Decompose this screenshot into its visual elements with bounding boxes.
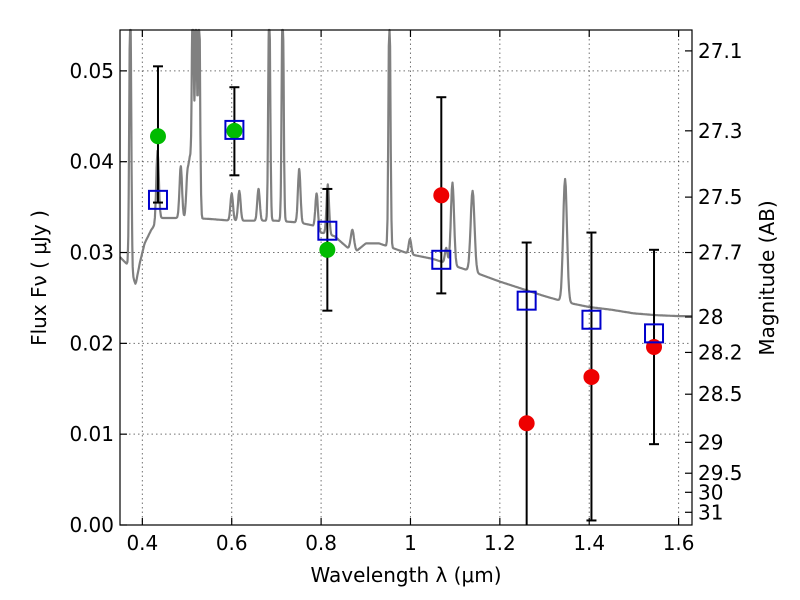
y-tick-label: 0.01 — [69, 422, 114, 446]
spectrum-layer — [119, 28, 693, 318]
model-point — [147, 189, 168, 210]
y-tick-label: 0.02 — [69, 331, 114, 355]
y-tick-label: 0.05 — [69, 59, 114, 83]
mag-tick-label: 27.3 — [698, 119, 743, 143]
data-point — [433, 187, 450, 204]
plot-frame — [119, 29, 693, 526]
mag-tick-label: 29 — [698, 430, 723, 454]
data-point — [149, 128, 166, 145]
y-axis-right-title: Magnitude (AB) — [755, 200, 779, 355]
y-axis-title: Flux Fν ( μJy ) — [27, 210, 51, 346]
y-tick-label: 0.03 — [69, 241, 114, 265]
model-point — [431, 249, 452, 270]
grid-layer — [120, 30, 692, 526]
y-tick-label: 0.04 — [69, 150, 114, 174]
x-tick-label: 0.6 — [216, 531, 248, 555]
mag-tick-label: 28.5 — [698, 382, 743, 406]
model-point — [581, 309, 602, 330]
marker-layer — [147, 119, 665, 432]
x-axis-title: Wavelength λ (μm) — [310, 563, 501, 587]
mag-tick-label: 30 — [698, 480, 723, 504]
model-point — [516, 290, 537, 311]
mag-tick-label: 29.5 — [698, 461, 743, 485]
mag-tick-label: 31 — [698, 500, 723, 524]
x-tick-label: 1.2 — [484, 531, 516, 555]
x-tick-label: 0.8 — [305, 531, 337, 555]
model-point — [224, 119, 245, 140]
x-tick-label: 0.4 — [126, 531, 158, 555]
model-point — [317, 220, 338, 241]
model-point — [644, 323, 665, 344]
y-tick-label: 0.00 — [69, 513, 114, 537]
data-point — [518, 415, 535, 432]
x-tick-label: 1 — [404, 531, 417, 555]
mag-tick-label: 28.2 — [698, 340, 743, 364]
mag-tick-label: 28 — [698, 305, 723, 329]
mag-tick-label: 27.7 — [698, 241, 743, 265]
data-point — [319, 241, 336, 258]
tick-layer: 0.4 0.6 0.8 1 1.2 1.4 1.6 0.00 0.01 0.02 0.03 0.04 0… — [69, 30, 743, 555]
mag-tick-label: 27.5 — [698, 185, 743, 209]
data-point — [583, 368, 600, 385]
x-tick-label: 1.4 — [573, 531, 605, 555]
spectrum-line — [119, 28, 693, 318]
data-point — [226, 122, 243, 139]
mag-tick-label: 27.1 — [698, 39, 743, 63]
x-tick-label: 1.6 — [663, 531, 695, 555]
